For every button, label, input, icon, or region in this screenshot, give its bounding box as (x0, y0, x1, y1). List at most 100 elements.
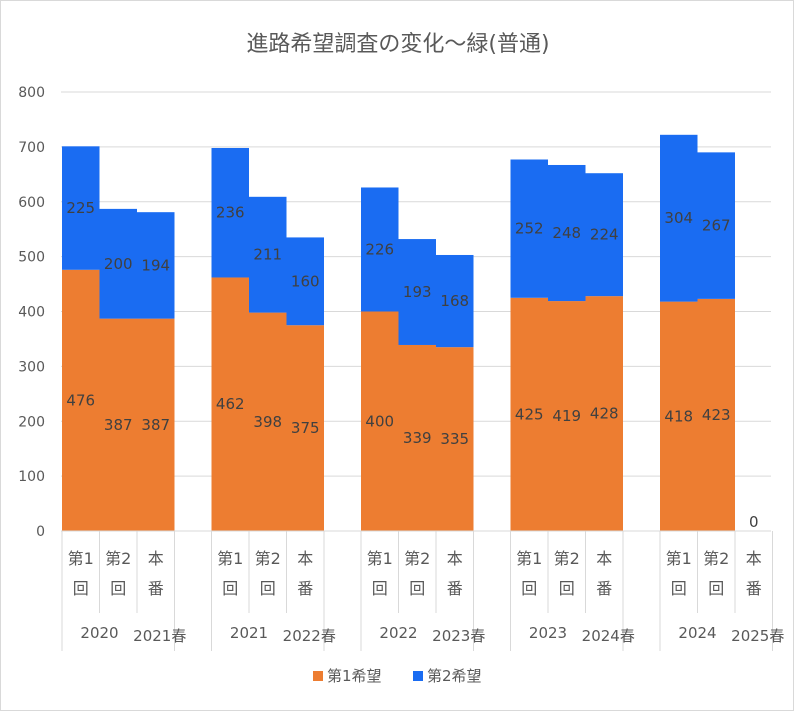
data-label-second-choice: 252 (515, 220, 544, 238)
bar-second-choice (361, 187, 399, 312)
data-label-second-choice: 225 (66, 199, 95, 217)
x-category-label: 第2 (105, 549, 131, 568)
data-label-second-choice: 267 (702, 217, 731, 235)
bar-second-choice (62, 146, 100, 270)
bar-first-choice (548, 301, 586, 531)
data-label-second-choice: 194 (141, 256, 170, 274)
x-category-label: 回 (559, 579, 575, 598)
bar-first-choice (361, 311, 399, 531)
data-label-second-choice: 211 (253, 246, 282, 264)
data-label-first-choice: 423 (702, 406, 731, 424)
x-season-label: 2024春 (582, 627, 635, 645)
x-season-label: 2021春 (133, 627, 186, 645)
legend-label: 第1希望 (327, 667, 382, 685)
x-category-label: 第2 (255, 549, 281, 568)
x-category-label: 第2 (703, 549, 729, 568)
x-category-label: 本 (297, 549, 313, 568)
bar-first-choice (249, 312, 287, 531)
x-category-label: 第1 (666, 549, 692, 568)
y-tick-label: 500 (18, 250, 45, 266)
data-label-first-choice: 387 (141, 416, 170, 434)
legend-swatch (313, 671, 323, 681)
x-category-label: 本 (447, 549, 463, 568)
x-category-label: 本 (596, 549, 612, 568)
y-tick-label: 700 (18, 140, 45, 156)
bar-second-choice (660, 134, 698, 302)
bar-second-choice (697, 152, 735, 299)
data-label-first-choice: 375 (291, 419, 320, 437)
x-category-label: 第2 (554, 549, 580, 568)
y-tick-label: 200 (18, 414, 45, 430)
data-label-second-choice: 160 (291, 272, 320, 290)
data-label-second-choice: 304 (664, 209, 693, 227)
x-season-label: 2022春 (283, 627, 336, 645)
x-year-label: 2020 (80, 624, 118, 642)
data-label-first-choice: 339 (403, 429, 432, 447)
bar-second-choice (99, 208, 137, 319)
data-label-first-choice: 387 (104, 416, 133, 434)
bar-second-choice (510, 159, 548, 298)
x-category-label: 第1 (217, 549, 243, 568)
bar-second-choice (436, 254, 474, 348)
x-category-label: 番 (746, 579, 762, 598)
data-label-zero: 0 (749, 513, 759, 531)
bar-first-choice (137, 318, 175, 531)
chart-title: 進路希望調査の変化～緑(普通) (246, 32, 549, 57)
bar-first-choice (510, 297, 548, 531)
x-category-label: 回 (708, 579, 724, 598)
y-tick-label: 800 (18, 85, 45, 101)
x-year-label: 2023 (529, 624, 567, 642)
x-category-label: 回 (260, 579, 276, 598)
x-category-label: 回 (671, 579, 687, 598)
bar-second-choice (137, 212, 175, 319)
x-category-label: 本 (148, 549, 164, 568)
bar-second-choice (585, 173, 623, 297)
y-tick-label: 100 (18, 469, 45, 485)
x-category-label: 回 (521, 579, 537, 598)
y-tick-label: 400 (18, 305, 45, 321)
bar-first-choice (436, 347, 474, 531)
bar-first-choice (286, 325, 324, 531)
bar-first-choice (585, 296, 623, 531)
bar-second-choice (211, 147, 249, 278)
data-label-second-choice: 193 (403, 283, 432, 301)
data-label-first-choice: 418 (664, 407, 693, 425)
bar-first-choice (211, 277, 249, 531)
data-label-first-choice: 462 (216, 395, 245, 413)
x-category-label: 番 (596, 579, 612, 598)
x-category-label: 回 (110, 579, 126, 598)
data-label-first-choice: 425 (515, 405, 544, 423)
data-label-first-choice: 476 (66, 391, 95, 409)
y-axis: 0 100 200 300 400 500 600 700 800 (18, 85, 45, 540)
x-category-label: 回 (73, 579, 89, 598)
y-tick-label: 300 (18, 359, 45, 375)
x-category-label: 番 (297, 579, 313, 598)
legend-swatch (413, 671, 423, 681)
data-label-first-choice: 335 (440, 430, 469, 448)
data-label-second-choice: 200 (104, 255, 133, 273)
x-year-label: 2022 (379, 624, 417, 642)
x-category-label: 本 (746, 549, 762, 568)
x-category-label: 回 (222, 579, 238, 598)
data-label-first-choice: 428 (590, 405, 619, 423)
data-label-second-choice: 224 (590, 226, 619, 244)
bars (62, 134, 735, 531)
data-label-second-choice: 226 (365, 240, 394, 258)
x-year-label: 2021 (230, 624, 268, 642)
y-tick-label: 600 (18, 195, 45, 211)
data-label-second-choice: 248 (552, 224, 581, 242)
bar-second-choice (286, 237, 324, 326)
legend-label: 第2希望 (427, 667, 482, 685)
legend: 第1希望 第2希望 (313, 667, 482, 685)
bar-second-choice (548, 164, 586, 302)
bar-second-choice (398, 239, 436, 345)
x-category-label: 第1 (516, 549, 542, 568)
bar-second-choice (249, 196, 287, 313)
x-season-label: 2023春 (432, 627, 485, 645)
bar-first-choice (697, 298, 735, 531)
x-year-label: 2024 (678, 624, 716, 642)
x-season-label: 2025春 (731, 627, 784, 645)
x-category-label: 回 (409, 579, 425, 598)
